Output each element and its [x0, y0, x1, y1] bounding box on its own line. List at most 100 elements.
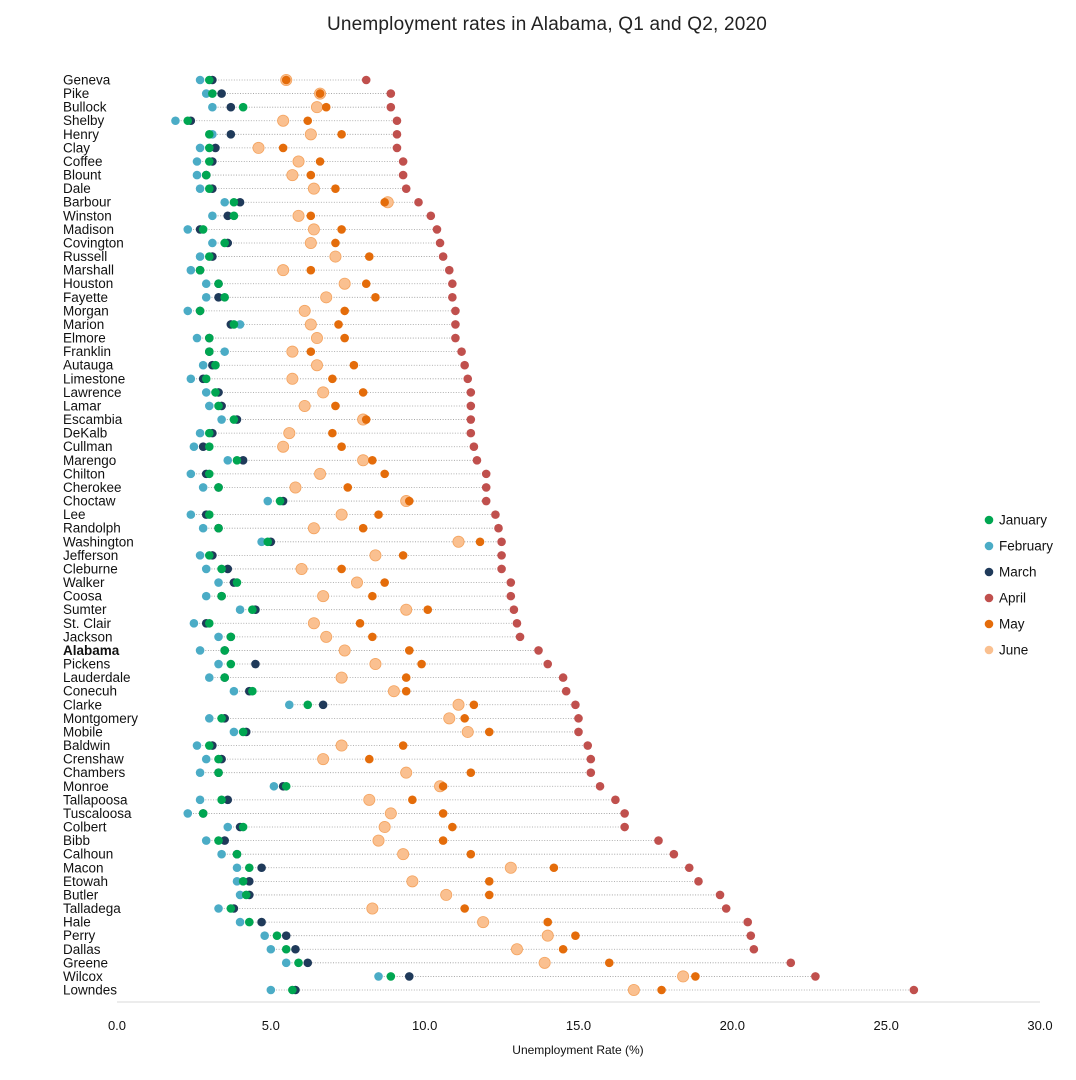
point-february — [269, 781, 279, 791]
county-row: Conecuh — [63, 684, 571, 699]
point-june — [366, 902, 379, 915]
point-february — [201, 836, 211, 845]
legend-marker — [984, 567, 994, 577]
county-row: Hale — [63, 915, 753, 930]
point-may — [358, 388, 368, 397]
point-february — [186, 510, 196, 519]
point-may — [571, 931, 580, 940]
point-april — [669, 849, 679, 859]
point-may — [361, 279, 371, 289]
point-may — [398, 551, 408, 560]
county-label: Madison — [63, 222, 114, 237]
point-january — [205, 143, 214, 153]
point-june — [384, 807, 397, 820]
county-label: Limestone — [63, 371, 125, 386]
point-april — [469, 442, 479, 452]
point-june — [538, 956, 551, 969]
point-february — [235, 890, 245, 900]
point-june — [406, 875, 419, 888]
point-april — [392, 143, 402, 153]
point-may — [328, 374, 337, 384]
point-june — [286, 345, 299, 358]
county-label: Perry — [63, 928, 96, 943]
county-label: Coosa — [63, 589, 103, 604]
point-june — [461, 725, 474, 738]
point-january — [229, 320, 239, 329]
county-row: Autauga — [63, 358, 469, 373]
point-june — [292, 155, 305, 168]
county-row: Wilcox — [63, 969, 820, 984]
county-row: Butler — [63, 887, 725, 902]
point-january — [205, 428, 214, 438]
point-january — [205, 130, 214, 139]
point-april — [543, 659, 553, 669]
county-row: Marshall — [63, 263, 454, 278]
point-january — [205, 741, 214, 750]
point-april — [392, 116, 402, 126]
point-april — [414, 197, 423, 207]
county-row: Barbour — [63, 195, 423, 210]
point-june — [310, 101, 323, 114]
point-april — [571, 700, 580, 710]
point-may — [315, 89, 325, 98]
county-row: Chilton — [63, 466, 491, 481]
county-label: Russell — [63, 249, 107, 264]
point-january — [205, 333, 214, 343]
point-june — [307, 223, 320, 236]
county-label: Bullock — [63, 100, 107, 115]
point-april — [721, 904, 731, 913]
point-june — [477, 916, 490, 929]
point-may — [371, 293, 380, 302]
county-label: Henry — [63, 127, 99, 142]
point-march — [235, 197, 245, 207]
point-january — [217, 564, 226, 574]
point-january — [198, 225, 208, 234]
point-february — [189, 442, 199, 452]
point-january — [205, 347, 214, 356]
county-row: Pike — [63, 86, 396, 101]
rows-layer: GenevaPikeBullockShelbyHenryClayCoffeeBl… — [63, 73, 919, 998]
county-row: Talladega — [63, 901, 731, 916]
county-label: Calhoun — [63, 847, 113, 862]
chart-title: Unemployment rates in Alabama, Q1 and Q2… — [326, 14, 768, 35]
point-april — [497, 551, 506, 560]
x-tick-label: 15.0 — [566, 1018, 591, 1033]
legend-label: April — [999, 591, 1026, 606]
point-april — [466, 428, 476, 438]
point-april — [435, 238, 445, 248]
point-june — [304, 128, 317, 141]
point-may — [469, 700, 479, 710]
point-april — [426, 211, 436, 221]
point-february — [220, 197, 229, 207]
point-april — [448, 279, 457, 289]
point-april — [583, 741, 593, 750]
point-march — [226, 102, 236, 112]
point-april — [595, 781, 605, 791]
point-may — [558, 944, 568, 954]
county-label: Walker — [63, 575, 105, 590]
county-row: Etowah — [63, 874, 703, 889]
x-tick-label: 0.0 — [108, 1018, 126, 1033]
county-label: Escambia — [63, 412, 123, 427]
county-label: Autauga — [63, 358, 114, 373]
county-row: Mobile — [63, 724, 583, 739]
point-february — [214, 659, 223, 669]
point-january — [195, 265, 205, 275]
county-label: Chambers — [63, 765, 126, 780]
county-label: Fayette — [63, 290, 108, 305]
point-january — [205, 252, 214, 261]
point-april — [444, 265, 454, 275]
point-may — [328, 428, 337, 438]
county-label: Choctaw — [63, 494, 116, 509]
county-row: Lawrence — [63, 385, 476, 400]
point-february — [266, 985, 276, 995]
county-label: Lowndes — [63, 983, 117, 998]
point-june — [307, 522, 320, 535]
point-june — [277, 114, 290, 127]
point-may — [401, 686, 411, 696]
point-june — [298, 304, 311, 317]
point-february — [192, 170, 202, 180]
county-label: Dale — [63, 181, 91, 196]
point-february — [201, 754, 211, 764]
